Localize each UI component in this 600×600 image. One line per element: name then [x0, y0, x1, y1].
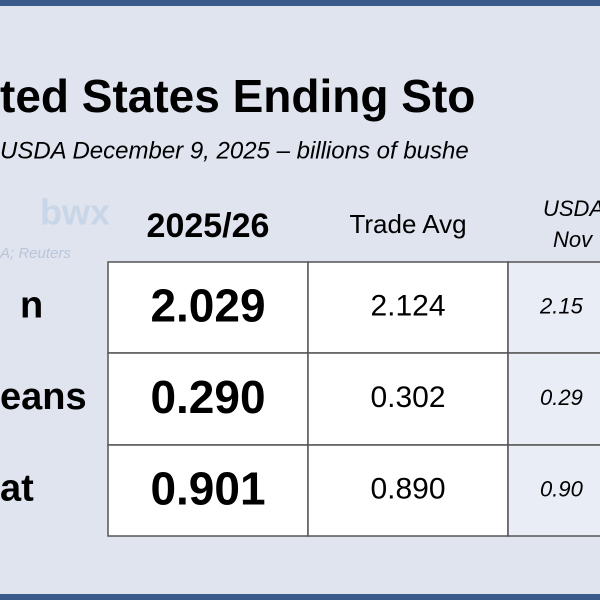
row-label: n [20, 285, 43, 327]
column-header: Nov [553, 227, 594, 252]
cell-value: 2.029 [150, 280, 265, 332]
cell [307, 444, 509, 537]
bottom-border [0, 594, 600, 600]
cell-value: 2.124 [370, 289, 445, 322]
row-label: at [0, 468, 34, 510]
column-header: Trade Avg [349, 209, 466, 239]
cell [507, 444, 600, 537]
cell-value: 0.901 [150, 463, 265, 515]
cell-value: 0.90 [540, 476, 584, 501]
cell-value: 0.29 [540, 385, 583, 410]
logo: bwx [40, 192, 110, 233]
cell [107, 352, 309, 446]
cell-value: 0.890 [370, 472, 445, 505]
cell [507, 352, 600, 446]
cell [507, 261, 600, 354]
column-header: 2025/26 [147, 207, 270, 245]
cell [107, 444, 309, 537]
subtitle: USDA December 9, 2025 – billions of bush… [0, 137, 469, 164]
top-border [0, 0, 600, 6]
table: 2025/26 Trade Avg USDA Nov n 2.029 2.124 2.15 ea… [0, 196, 600, 537]
column-header: USDA [543, 196, 600, 221]
source: A; Reuters [0, 245, 71, 262]
row-label: eans [0, 376, 87, 418]
title: ted States Ending Sto [0, 70, 475, 122]
cell-value: 2.15 [539, 293, 584, 318]
cell-value: 0.302 [370, 381, 445, 414]
cell [107, 261, 309, 354]
cell-value: 0.290 [150, 371, 265, 423]
